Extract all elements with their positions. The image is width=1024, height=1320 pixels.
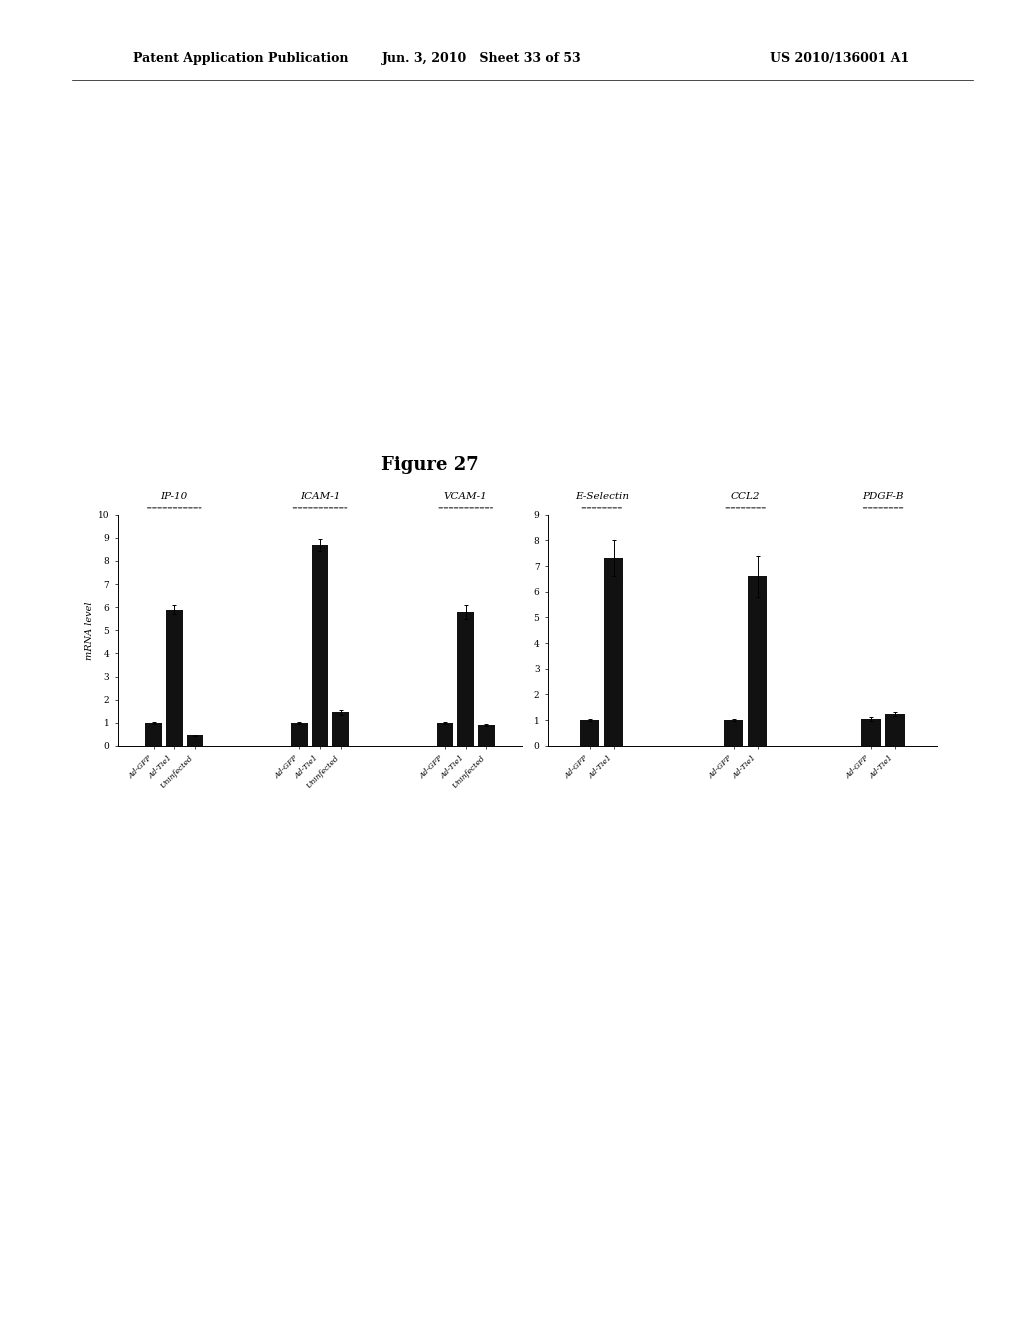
Text: PDGF-B: PDGF-B	[862, 492, 904, 502]
Bar	[861, 719, 881, 746]
Bar	[604, 558, 624, 746]
Bar	[749, 577, 767, 746]
Bar	[145, 722, 162, 746]
Text: CCL2: CCL2	[731, 492, 761, 502]
Bar	[458, 612, 474, 746]
Bar	[186, 735, 203, 746]
Bar	[291, 722, 307, 746]
Text: ICAM-1: ICAM-1	[300, 492, 340, 502]
Bar	[478, 725, 495, 746]
Text: US 2010/136001 A1: US 2010/136001 A1	[770, 51, 909, 65]
Y-axis label: mRNA level: mRNA level	[85, 601, 94, 660]
Bar	[580, 721, 599, 746]
Bar	[437, 722, 454, 746]
Bar	[724, 721, 743, 746]
Bar	[166, 610, 182, 746]
Text: Patent Application Publication: Patent Application Publication	[133, 51, 348, 65]
Text: IP-10: IP-10	[161, 492, 187, 502]
Text: E-Selectin: E-Selectin	[574, 492, 629, 502]
Text: Jun. 3, 2010   Sheet 33 of 53: Jun. 3, 2010 Sheet 33 of 53	[382, 51, 581, 65]
Bar	[886, 714, 905, 746]
Bar	[333, 713, 349, 746]
Text: Figure 27: Figure 27	[381, 455, 479, 474]
Text: VCAM-1: VCAM-1	[443, 492, 487, 502]
Bar	[311, 545, 329, 746]
